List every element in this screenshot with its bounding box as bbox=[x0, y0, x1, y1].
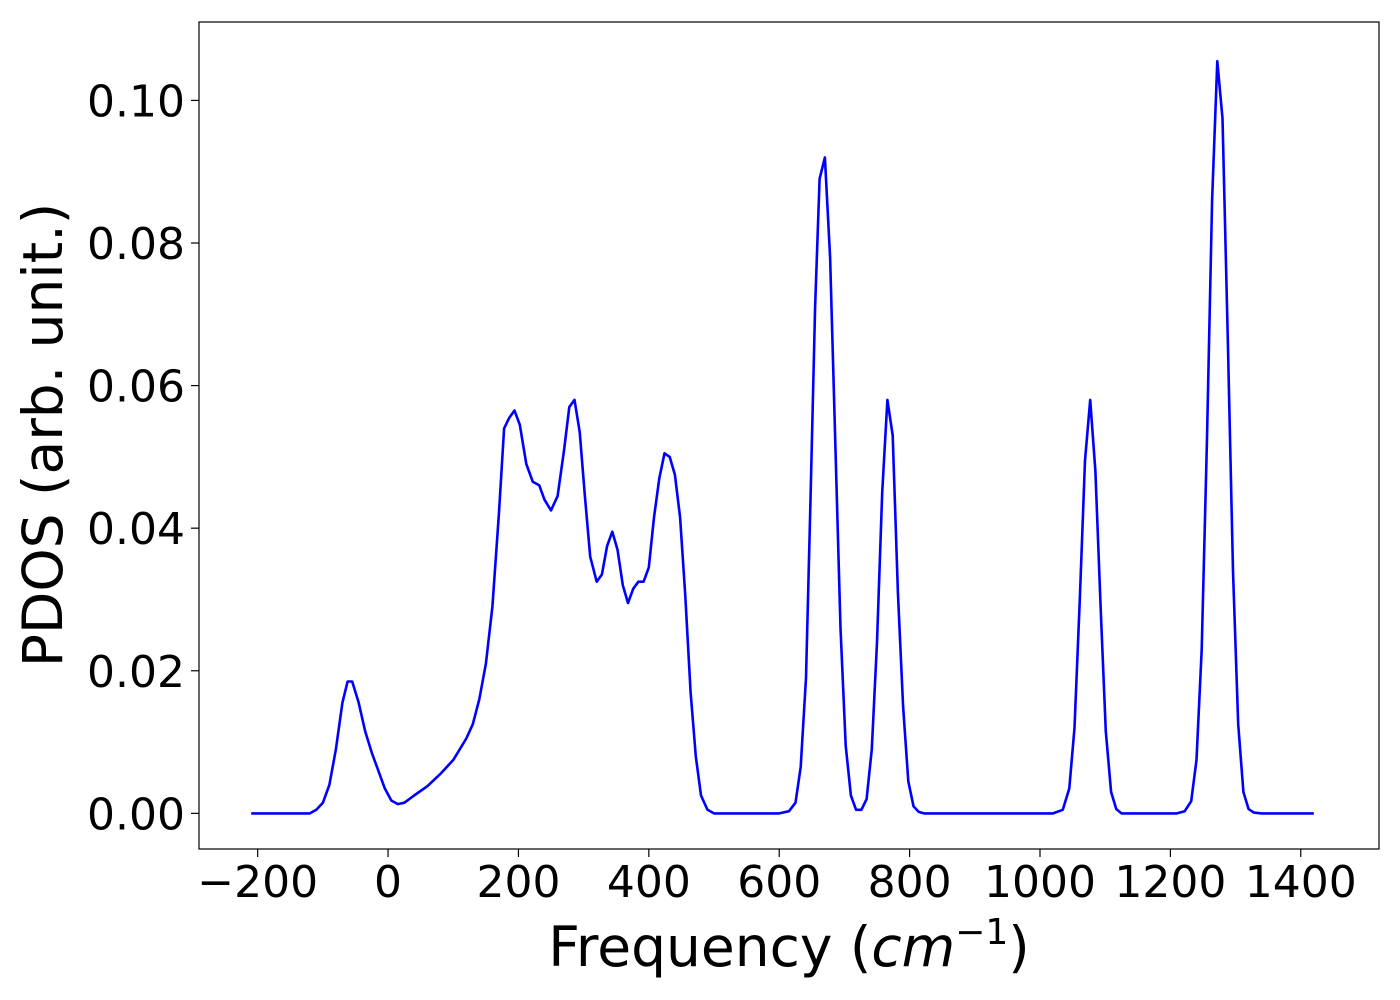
y-tick-label: 0.10 bbox=[87, 76, 185, 127]
series-layer bbox=[251, 59, 1314, 815]
y-tick-label: 0.04 bbox=[87, 504, 185, 555]
y-axis-title: PDOS (arb. unit.) bbox=[11, 203, 75, 667]
y-tick-label: 0.06 bbox=[87, 362, 185, 413]
y-tick-label: 0.02 bbox=[87, 647, 185, 698]
x-tick-label: 200 bbox=[476, 857, 560, 908]
x-tick-label: 1200 bbox=[1114, 857, 1226, 908]
x-tick-label: 1000 bbox=[984, 857, 1096, 908]
y-tick-label: 0.00 bbox=[87, 789, 185, 840]
x-tick-label: 400 bbox=[607, 857, 691, 908]
x-tick-label: 0 bbox=[374, 857, 402, 908]
x-axis: −200 0 200 400 600 800 1000 1200 1400 bbox=[197, 849, 1357, 908]
x-axis-title: Frequency (cm−1) bbox=[548, 912, 1029, 979]
y-tick-label: 0.08 bbox=[87, 219, 185, 270]
x-tick-label: 600 bbox=[737, 857, 821, 908]
x-tick-label: 800 bbox=[868, 857, 952, 908]
plot-frame bbox=[198, 21, 1380, 850]
x-tick-label: 1400 bbox=[1245, 857, 1357, 908]
y-axis: 0.00 0.02 0.04 0.06 0.08 0.10 bbox=[87, 76, 199, 840]
pdos-series-line bbox=[251, 59, 1314, 815]
x-tick-label: −200 bbox=[197, 857, 318, 908]
